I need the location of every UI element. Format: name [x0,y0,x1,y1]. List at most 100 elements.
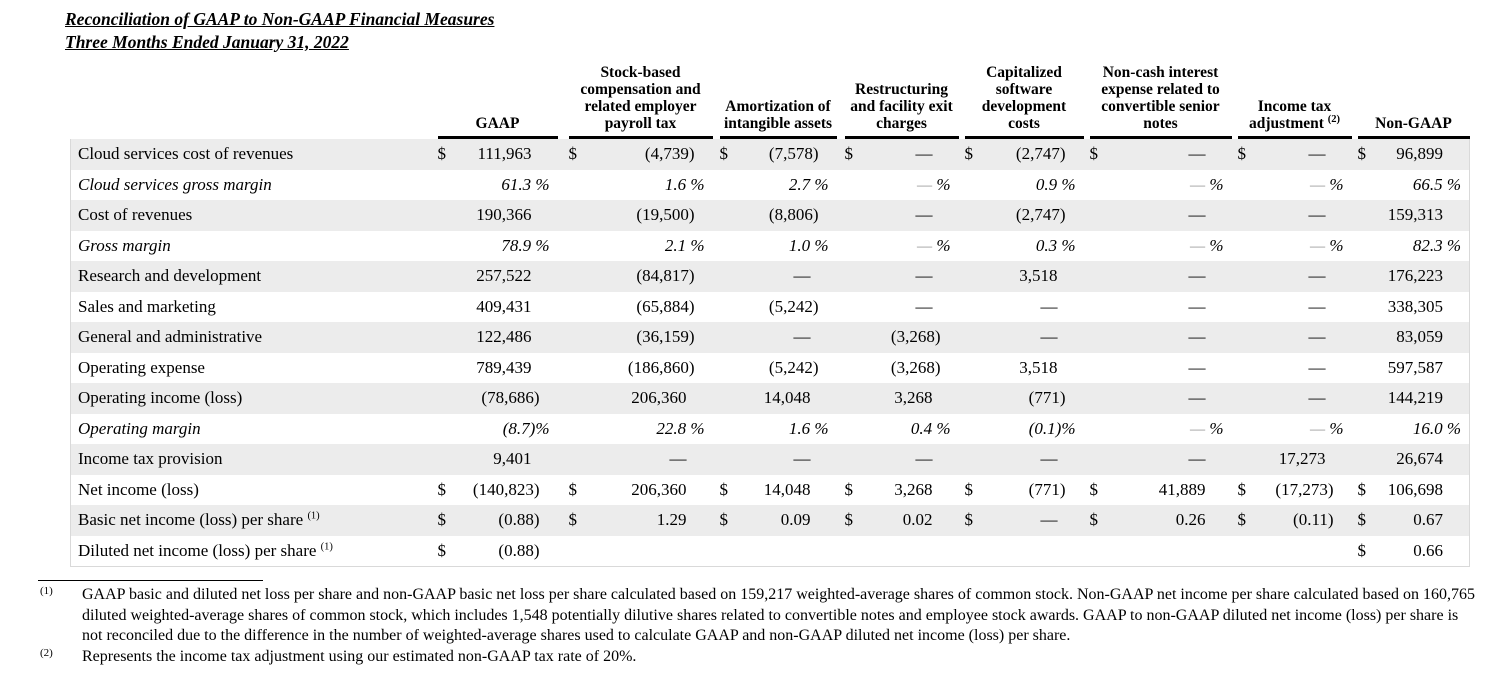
cell-value: — % [1189,235,1224,255]
table-cell-inner: — [569,444,713,475]
table-cell-inner: — [965,292,1084,323]
dash-glyph: — [916,235,933,255]
table-cell-inner: $ — [965,505,1084,536]
column-header-label: Non-GAAP [1375,115,1452,132]
cell-value: — % [916,235,951,255]
table-cell-inner: (36,159) [569,322,713,353]
cell-value: — [1040,510,1058,529]
table-cell: — % [1232,170,1352,201]
table-cell: — [837,261,959,292]
table-cell-inner: $ (140,823) [438,475,558,506]
table-cell-inner: — [1090,200,1232,231]
table-cell: — [959,444,1084,475]
cell-value: 409,431 [476,296,532,316]
table-cell-inner: 176,223 [1358,261,1470,292]
cell-value: 83,059 [1396,327,1443,346]
table-cell-inner: — % [1238,170,1352,201]
column-header-label: Stock-based compensation and related emp… [580,64,701,132]
table-row: Cloud services gross margin 61.3 % 1.6 % 2.… [71,170,1470,201]
table-cell-inner: $41,889 [1090,475,1232,506]
row-label: Income tax provision [71,444,438,475]
table-cell: 1.6 % [558,170,713,201]
table-row: Net income (loss) $ (140,823) $206,360 $14,0… [71,475,1470,506]
row-label-text: Operating income (loss) [78,388,243,407]
currency-symbol: $ [1089,479,1099,499]
table-cell-inner: — [1238,292,1352,323]
cell-value: 190,366 [476,205,532,224]
table-cell: $41,889 [1084,475,1232,506]
column-header-text: Income tax adjustment (2) [1237,98,1352,139]
table-cell: (5,242) [713,353,837,384]
table-cell-inner: — % [1090,231,1232,262]
cell-value: — [1188,357,1206,377]
cell-value: 1.29 [656,510,687,529]
table-cell: — [837,292,959,323]
cell-value: — [1308,357,1326,377]
currency-symbol: $ [1089,510,1099,529]
currency-symbol: $ [719,479,729,499]
table-cell: — [959,292,1084,323]
table-cell [959,536,1084,567]
table-cell: 66.5 % [1352,170,1470,201]
table-cell-inner: — [720,322,837,353]
title-line-2: Three Months Ended January 31, 2022 [65,32,349,52]
column-header: Income tax adjustment (2) [1232,57,1352,139]
footnotes-section: (1) GAAP basic and diluted net loss per s… [40,585,1482,667]
table-cell-inner: 597,587 [1358,353,1470,384]
row-label: Basic net income (loss) per share (1) [71,505,438,536]
column-header: Stock-based compensation and related emp… [558,57,713,139]
table-row: Operating income (loss) (78,686) 206,360 14… [70,383,1470,414]
cell-value: (17,273) [1275,479,1334,499]
column-header: Non-cash interest expense related to con… [1084,57,1232,139]
dash-glyph: — [1189,418,1206,438]
cell-value: — % [1309,174,1344,194]
currency-symbol: $ [844,144,854,163]
table-cell-inner: $ — [845,139,959,170]
cell-value: 111,963 [477,144,532,163]
row-label: Operating margin [71,414,438,445]
table-cell-inner: $0.26 [1090,505,1232,536]
table-cell-inner: — % [1238,414,1352,445]
cell-value: — [915,144,933,163]
dash-glyph: — [1189,235,1206,255]
table-cell-inner: 3,518 [965,353,1084,384]
table-cell-inner: $14,048 [720,475,837,506]
table-cell-inner: (3,268) [845,353,959,384]
cell-value: — [1188,327,1206,346]
cell-value: — [1188,205,1206,224]
table-cell-inner: $ (0.88) [438,505,558,536]
title-line-1: Reconciliation of GAAP to Non-GAAP Finan… [65,9,495,29]
cell-value: 0.3 % [1035,235,1076,255]
cell-value: 789,439 [476,357,532,377]
table-cell: — % [1232,414,1352,445]
table-cell-inner: — [965,322,1084,353]
currency-symbol: $ [568,479,578,499]
table-cell: 83,059 [1352,322,1470,353]
table-cell: $ — [837,139,959,170]
cell-value: 206,360 [631,388,687,407]
row-label-text: Basic net income (loss) per share [78,510,304,529]
table-row: Sales and marketing 409,431 (65,884) (5,242… [71,292,1470,323]
table-cell: — [1232,200,1352,231]
cell-value: (5,242) [768,357,819,377]
table-cell-inner: $ (771) [965,475,1084,506]
table-cell-inner: 66.5 % [1358,170,1470,201]
table-cell: $14,048 [713,475,837,506]
reconciliation-table: GAAP Stock-based compensation and related… [70,57,1470,567]
currency-symbol: $ [568,144,578,163]
table-cell: — [1084,444,1232,475]
cell-value: — [915,296,933,316]
currency-symbol: $ [437,144,447,163]
table-row: Operating margin (8.7)% 22.8 % 1.6 % 0.4 % (0… [71,414,1470,445]
cell-value: 2.7 % [788,174,829,194]
cell-value: (3,268) [890,357,941,377]
cell-value: 0.26 [1175,510,1206,529]
cell-value: — [669,449,687,468]
table-cell: $106,698 [1352,475,1470,506]
cell-value: 597,587 [1387,357,1443,377]
table-cell-inner: 3,518 [965,261,1084,292]
table-cell: $ — [1232,139,1352,170]
cell-value: — [915,449,933,468]
table-row: Gross margin 78.9 % 2.1 % 1.0 % — % 0.3 % — % —… [71,231,1470,262]
cell-value: (3,268) [890,327,941,346]
